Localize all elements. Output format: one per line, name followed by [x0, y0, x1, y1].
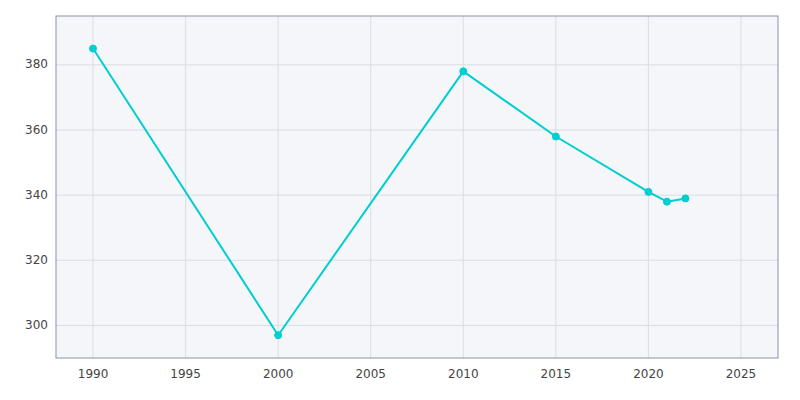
y-grid-line [56, 195, 778, 196]
series [90, 45, 689, 339]
y-tick-label: 360 [25, 123, 48, 137]
x-tick-label: 2015 [541, 367, 572, 381]
data-point [275, 332, 282, 339]
x-grid-line [93, 16, 94, 358]
x-tick-label: 2010 [448, 367, 479, 381]
chart-svg: 300 320 340 360 380 1990 1995 2000 2005 2010 2015 2… [0, 0, 800, 400]
x-tick-label: 1990 [78, 367, 109, 381]
y-tick-label: 380 [25, 57, 48, 71]
y-grid-line [56, 260, 778, 261]
x-tick-label: 2020 [633, 367, 664, 381]
x-tick-label: 2000 [263, 367, 294, 381]
y-grid-line [56, 64, 778, 65]
data-line [93, 49, 685, 336]
chart-container: 300 320 340 360 380 1990 1995 2000 2005 2010 2015 2… [0, 0, 800, 400]
data-point [552, 133, 559, 140]
data-point [682, 195, 689, 202]
x-grid-line [555, 16, 556, 358]
x-tick-label: 1995 [170, 367, 201, 381]
x-grid-line [185, 16, 186, 358]
x-grid-line [370, 16, 371, 358]
data-point [460, 68, 467, 75]
grid [56, 16, 778, 358]
data-point [90, 45, 97, 52]
tick-labels: 300 320 340 360 380 1990 1995 2000 2005 2010 2015 2… [25, 57, 756, 381]
x-grid-line [740, 16, 741, 358]
x-tick-label: 2005 [355, 367, 386, 381]
data-point [663, 198, 670, 205]
data-point [645, 188, 652, 195]
plot-background [56, 16, 778, 358]
x-grid-line [278, 16, 279, 358]
y-grid-line [56, 130, 778, 131]
y-tick-label: 300 [25, 318, 48, 332]
x-grid-line [463, 16, 464, 358]
plot-frame [56, 16, 778, 358]
y-tick-label: 320 [25, 253, 48, 267]
y-tick-label: 340 [25, 188, 48, 202]
x-tick-label: 2025 [726, 367, 757, 381]
y-grid-line [56, 325, 778, 326]
x-grid-line [648, 16, 649, 358]
